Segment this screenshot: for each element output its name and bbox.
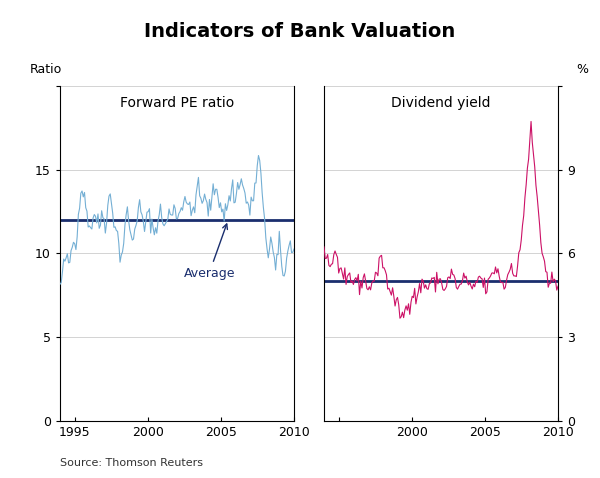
Text: Forward PE ratio: Forward PE ratio (120, 96, 234, 110)
Text: Ratio: Ratio (29, 63, 62, 76)
Text: Average: Average (184, 224, 235, 280)
Text: %: % (577, 63, 589, 76)
Text: Indicators of Bank Valuation: Indicators of Bank Valuation (145, 22, 455, 41)
Text: Source: Thomson Reuters: Source: Thomson Reuters (60, 458, 203, 468)
Text: Dividend yield: Dividend yield (391, 96, 491, 110)
